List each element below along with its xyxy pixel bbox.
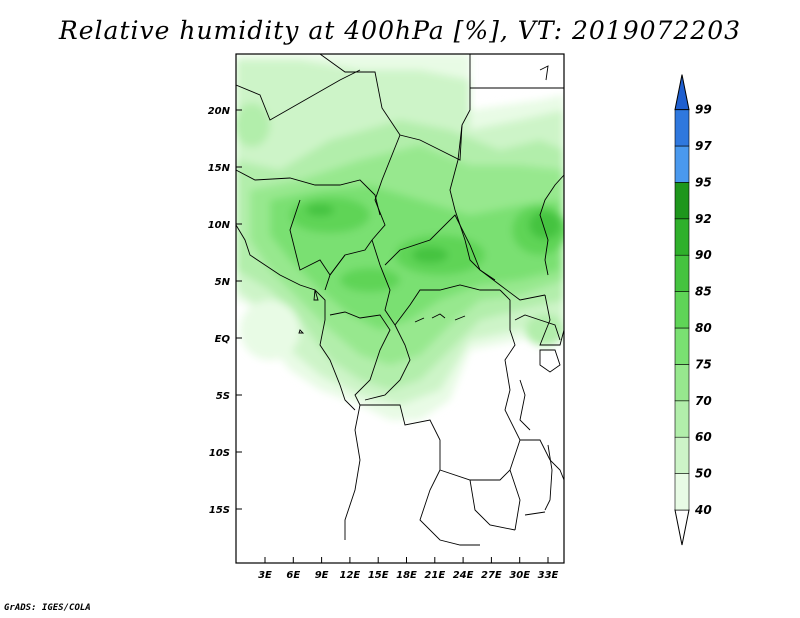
lon-tick-label: 18E: [396, 570, 417, 581]
colorbar: 40 50 60 70 75 80 85 90 92 95 97 99: [674, 74, 712, 546]
latitude-axis: 20N 15N 10N 5N EQ 5S 10S 15S: [208, 106, 242, 516]
colorbar-label: 85: [695, 285, 712, 299]
lon-tick-label: 6E: [286, 570, 300, 581]
colorbar-swatch: [674, 473, 690, 511]
colorbar-label: 80: [695, 321, 712, 335]
colorbar-label: 95: [695, 175, 712, 189]
lat-tick-label: 15S: [209, 505, 230, 516]
lat-tick-label: 5S: [216, 391, 230, 402]
colorbar-label: 97: [695, 139, 712, 153]
colorbar-label: 40: [694, 503, 712, 517]
map-frame: [235, 53, 565, 564]
colorbar-swatch: [674, 218, 690, 256]
country-borders: [236, 54, 564, 546]
colorbar-swatch: [674, 436, 690, 474]
humidity-field: [236, 54, 564, 420]
colorbar-min-arrow: [674, 509, 690, 546]
colorbar-label: 50: [695, 467, 712, 481]
map-title: Relative humidity at 400hPa [%], VT: 201…: [58, 16, 742, 45]
longitude-axis: 3E 6E 9E 12E 15E 18E 21E 24E 27E 30E 33E: [258, 557, 559, 581]
lon-tick-label: 33E: [538, 570, 559, 581]
colorbar-label: 75: [695, 357, 712, 371]
lon-tick-label: 12E: [340, 570, 361, 581]
colorbar-label: 99: [695, 103, 712, 117]
colorbar-label: 90: [695, 248, 712, 262]
colorbar-swatch: [674, 364, 690, 402]
colorbar-label: 60: [695, 430, 712, 444]
lon-tick-label: 30E: [509, 570, 530, 581]
colorbar-label: 70: [695, 394, 712, 408]
colorbar-swatch: [674, 109, 690, 147]
lon-tick-label: 21E: [424, 570, 445, 581]
colorbar-max-arrow: [674, 74, 690, 111]
colorbar-label: 92: [695, 212, 712, 226]
lon-tick-label: 9E: [315, 570, 329, 581]
colorbar-swatch: [674, 254, 690, 292]
grads-credit: GrADS: IGES/COLA: [4, 603, 91, 613]
colorbar-swatch: [674, 145, 690, 183]
lat-tick-label: 10N: [208, 220, 231, 231]
colorbar-swatch: [674, 400, 690, 438]
lon-tick-label: 3E: [258, 570, 272, 581]
lat-tick-label: 5N: [215, 277, 231, 288]
lat-tick-label: EQ: [215, 334, 231, 345]
colorbar-swatch: [674, 182, 690, 220]
lat-tick-label: 10S: [209, 448, 230, 459]
lat-tick-label: 15N: [208, 163, 231, 174]
lon-tick-label: 27E: [481, 570, 502, 581]
colorbar-swatch: [674, 327, 690, 365]
lon-tick-label: 24E: [453, 570, 474, 581]
lon-tick-label: 15E: [368, 570, 389, 581]
colorbar-swatch: [674, 291, 690, 329]
lat-tick-label: 20N: [208, 106, 231, 117]
